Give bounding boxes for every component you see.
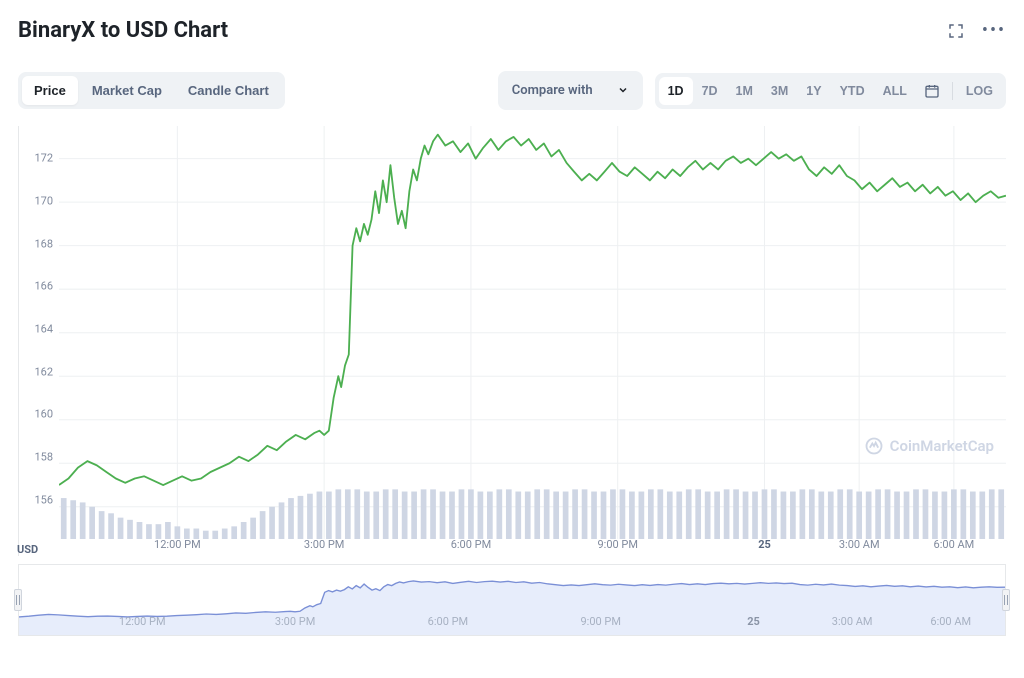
y-tick-label: 158 [34, 451, 53, 464]
nav-x-tick-label: 3:00 AM [832, 615, 873, 628]
navigator-x-labels: 12:00 PM 3:00 PM 6:00 PM 9:00 PM 25 3:00 AM 6:… [19, 615, 1005, 629]
nav-x-tick-label: 25 [747, 615, 760, 628]
navigator-handle-left[interactable] [14, 589, 22, 611]
view-tab-price[interactable]: Price [22, 76, 78, 105]
range-selector: 1D7D1M3M1YYTDALL LOG [655, 73, 1006, 109]
y-tick-label: 156 [34, 493, 53, 506]
x-tick-label: 9:00 PM [597, 538, 637, 551]
price-chart[interactable]: 156 158 160 162 164 166 168 170 172 12:00 PM 3:00… [18, 126, 1006, 556]
more-icon[interactable]: ••• [984, 21, 1004, 41]
y-tick-label: 162 [34, 365, 53, 378]
fullscreen-icon[interactable] [946, 21, 966, 41]
range-1y[interactable]: 1Y [797, 77, 830, 105]
view-tab-candle-chart[interactable]: Candle Chart [176, 76, 281, 105]
x-axis-labels: 12:00 PM 3:00 PM 6:00 PM 9:00 PM 25 3:00 AM 6:… [59, 536, 1006, 556]
chart-toolbar: PriceMarket CapCandle Chart Compare with… [0, 53, 1024, 120]
range-navigator[interactable]: 12:00 PM 3:00 PM 6:00 PM 9:00 PM 25 3:00 AM 6:… [18, 564, 1006, 636]
y-axis-labels: 156 158 160 162 164 166 168 170 172 [19, 126, 57, 532]
range-7d[interactable]: 7D [693, 77, 727, 105]
y-tick-label: 172 [34, 152, 53, 165]
navigator-handle-right[interactable] [1002, 589, 1010, 611]
x-tick-label: 3:00 PM [304, 538, 344, 551]
toolbar-right: Compare with 1D7D1M3M1YYTDALL LOG [498, 71, 1006, 110]
page-title: BinaryX to USD Chart [18, 18, 228, 43]
nav-x-tick-label: 6:00 PM [428, 615, 468, 628]
calendar-icon[interactable] [916, 77, 948, 105]
view-tabs: PriceMarket CapCandle Chart [18, 72, 285, 109]
y-axis-unit: USD [17, 543, 38, 556]
x-tick-label: 3:00 AM [839, 538, 880, 551]
x-tick-label: 6:00 PM [451, 538, 491, 551]
y-tick-label: 160 [34, 408, 53, 421]
compare-label: Compare with [512, 83, 593, 98]
y-tick-label: 164 [34, 323, 53, 336]
chart-canvas [59, 126, 1006, 539]
chart-header: BinaryX to USD Chart ••• [0, 0, 1024, 53]
nav-x-tick-label: 6:00 AM [930, 615, 971, 628]
x-tick-label: 12:00 PM [154, 538, 201, 551]
y-tick-label: 166 [34, 280, 53, 293]
y-tick-label: 168 [34, 237, 53, 250]
range-ytd[interactable]: YTD [831, 77, 874, 105]
chevron-down-icon [617, 81, 629, 100]
range-1d[interactable]: 1D [659, 77, 693, 105]
nav-x-tick-label: 12:00 PM [119, 615, 166, 628]
compare-dropdown[interactable]: Compare with [498, 71, 643, 110]
scale-log-toggle[interactable]: LOG [957, 77, 1002, 105]
nav-x-tick-label: 9:00 PM [580, 615, 620, 628]
x-tick-label: 6:00 AM [934, 538, 975, 551]
view-tab-market-cap[interactable]: Market Cap [80, 76, 174, 105]
x-tick-label: 25 [758, 538, 771, 551]
range-1m[interactable]: 1M [727, 77, 762, 105]
y-tick-label: 170 [34, 194, 53, 207]
header-actions: ••• [946, 21, 1004, 41]
range-all[interactable]: ALL [874, 77, 916, 105]
nav-x-tick-label: 3:00 PM [275, 615, 315, 628]
range-3m[interactable]: 3M [762, 77, 797, 105]
